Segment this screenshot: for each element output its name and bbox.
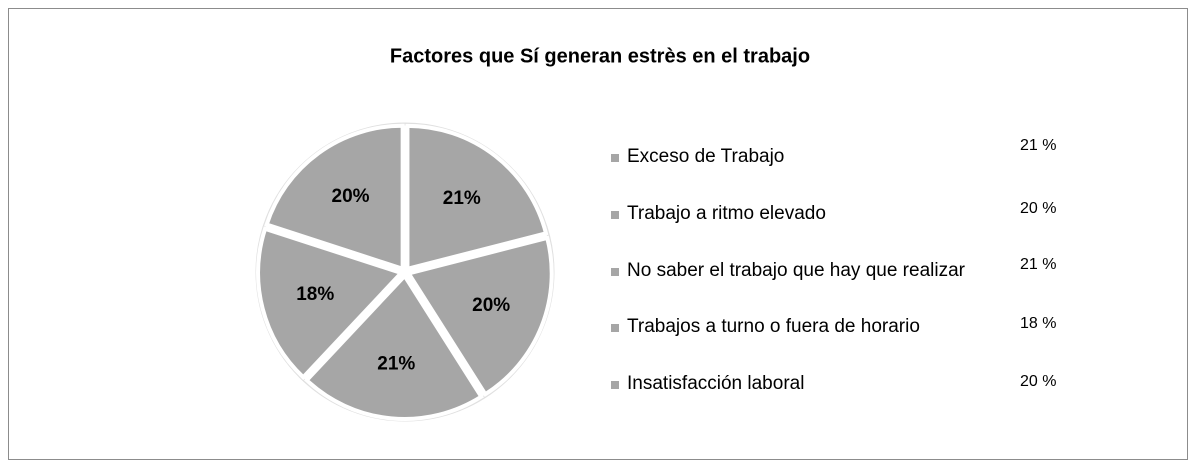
legend-label: Trabajo a ritmo elevado — [627, 203, 826, 224]
legend-value: 18 % — [1020, 315, 1057, 332]
pie-slice — [256, 226, 405, 381]
legend-label: No saber el trabajo que hay que realizar — [627, 260, 965, 281]
legend-value: 20 % — [1020, 200, 1057, 217]
legend-marker — [611, 211, 619, 219]
legend-marker — [611, 381, 619, 389]
chart-frame — [8, 8, 1188, 460]
legend-label: Trabajos a turno o fuera de horario — [627, 316, 920, 337]
slice-label: 20% — [332, 186, 370, 207]
pie-slice — [405, 235, 554, 397]
chart-title: Factores que Sí generan estrès en el tra… — [390, 45, 810, 67]
legend-value: 21 % — [1020, 256, 1057, 273]
pie-slice — [264, 123, 405, 272]
pie-slice — [303, 272, 485, 421]
legend-marker — [611, 154, 619, 162]
legend-value: 21 % — [1020, 137, 1057, 154]
slice-label: 21% — [377, 353, 415, 374]
slice-label: 20% — [472, 295, 510, 316]
slice-label: 18% — [296, 284, 334, 305]
legend-label: Insatisfacción laboral — [627, 373, 805, 394]
legend-value: 20 % — [1020, 373, 1057, 390]
pie-slice — [405, 123, 549, 272]
legend-marker — [611, 268, 619, 276]
legend-marker — [611, 324, 619, 332]
slice-label: 21% — [443, 188, 481, 209]
legend-label: Exceso de Trabajo — [627, 146, 785, 167]
